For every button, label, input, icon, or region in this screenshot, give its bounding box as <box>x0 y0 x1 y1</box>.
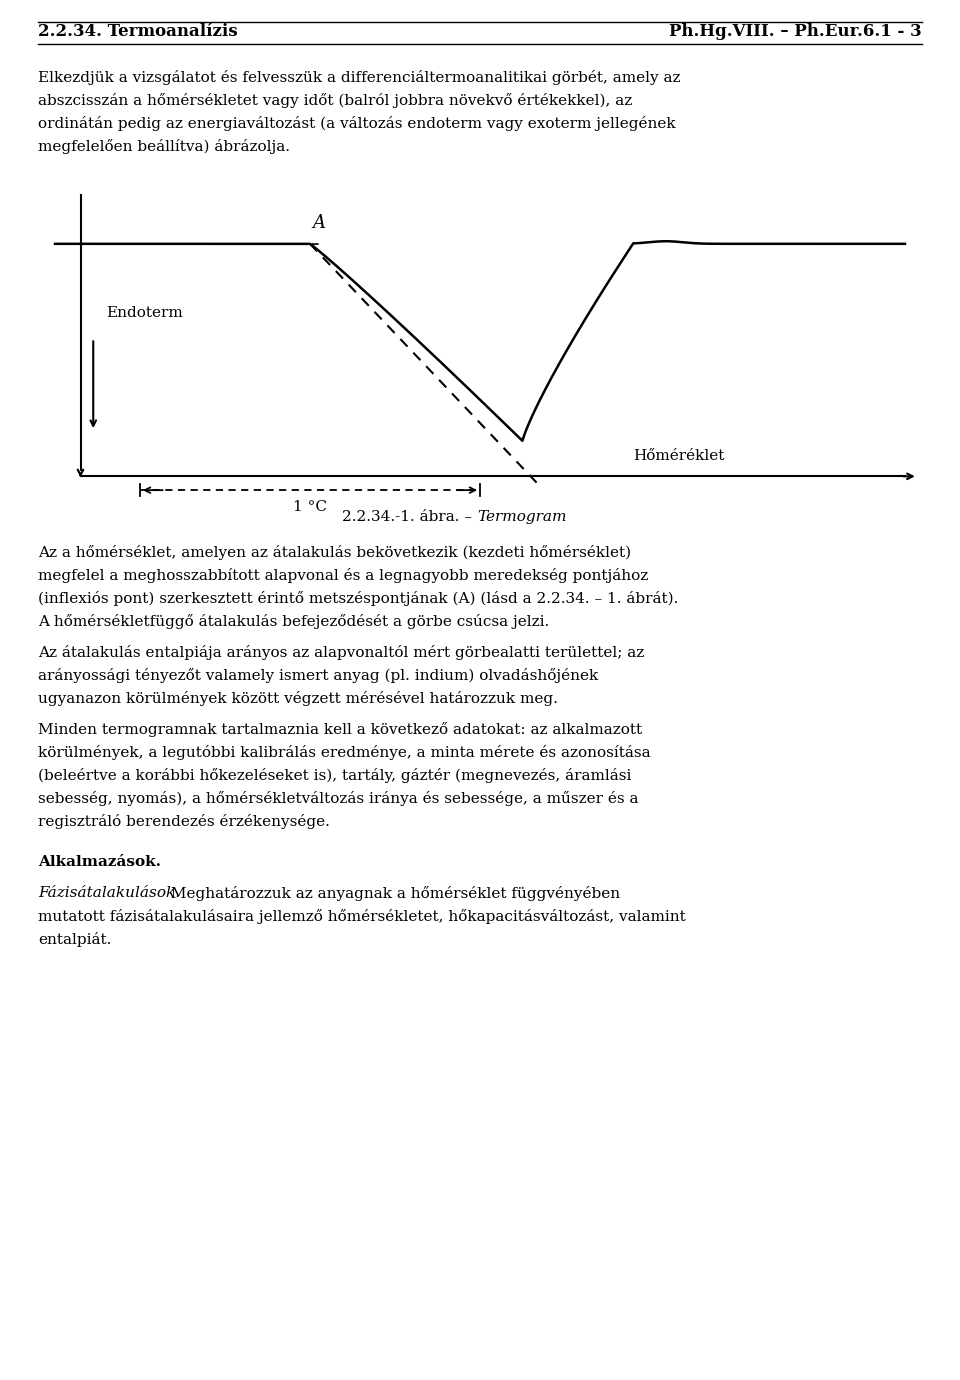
Text: Meghatározzuk az anyagnak a hőmérséklet függvényében: Meghatározzuk az anyagnak a hőmérséklet … <box>166 886 620 901</box>
Text: Elkezdjük a vizsgálatot és felvesszük a differenciáltermoanalitikai görbét, amel: Elkezdjük a vizsgálatot és felvesszük a … <box>38 70 681 86</box>
Text: ugyanazon körülmények között végzett mérésével határozzuk meg.: ugyanazon körülmények között végzett mér… <box>38 691 558 707</box>
Text: Minden termogramnak tartalmaznia kell a következő adatokat: az alkalmazott: Minden termogramnak tartalmaznia kell a … <box>38 722 642 737</box>
Text: megfelel a meghosszabbított alapvonal és a legnagyobb meredekség pontjához: megfelel a meghosszabbított alapvonal és… <box>38 569 648 582</box>
Text: sebesség, nyomás), a hőmérsékletváltozás iránya és sebessége, a műszer és a: sebesség, nyomás), a hőmérsékletváltozás… <box>38 791 638 806</box>
Text: megfelelően beállítva) ábrázolja.: megfelelően beállítva) ábrázolja. <box>38 139 290 155</box>
Text: A: A <box>313 214 325 232</box>
Text: (beleértve a korábbi hőkezeléseket is), tartály, gáztér (megnevezés, áramlási: (beleértve a korábbi hőkezeléseket is), … <box>38 769 632 782</box>
Text: Termogram: Termogram <box>477 511 566 524</box>
Text: Az a hőmérséklet, amelyen az átalakulás bekövetkezik (kezdeti hőmérséklet): Az a hőmérséklet, amelyen az átalakulás … <box>38 545 631 560</box>
Text: entalpiát.: entalpiát. <box>38 932 111 947</box>
Text: 1 °C: 1 °C <box>293 500 327 513</box>
Text: arányossági tényezőt valamely ismert anyag (pl. indium) olvadáshőjének: arányossági tényezőt valamely ismert any… <box>38 668 598 683</box>
Text: (inflexiós pont) szerkesztett érintő metszéspontjának (A) (lásd a 2.2.34. – 1. á: (inflexiós pont) szerkesztett érintő met… <box>38 591 679 606</box>
Text: Alkalmazások.: Alkalmazások. <box>38 856 161 869</box>
Text: Fázisátalakulások.: Fázisátalakulások. <box>38 886 180 900</box>
Text: Ph.Hg.VIII. – Ph.Eur.6.1 - 3: Ph.Hg.VIII. – Ph.Eur.6.1 - 3 <box>669 23 922 40</box>
Text: ordinátán pedig az energiaváltozást (a változás endoterm vagy exoterm jellegének: ordinátán pedig az energiaváltozást (a v… <box>38 116 676 131</box>
Text: Az átalakulás entalpiája arányos az alapvonaltól mért görbealatti területtel; az: Az átalakulás entalpiája arányos az alap… <box>38 644 644 660</box>
Text: mutatott fázisátalakulásaira jellemző hőmérsékletet, hőkapacitásváltozást, valam: mutatott fázisátalakulásaira jellemző hő… <box>38 909 685 925</box>
Text: regisztráló berendezés érzékenysége.: regisztráló berendezés érzékenysége. <box>38 814 330 829</box>
Text: A hőmérsékletfüggő átalakulás befejeződését a görbe csúcsa jelzi.: A hőmérsékletfüggő átalakulás befejeződé… <box>38 614 549 629</box>
Text: abszcisszán a hőmérsékletet vagy időt (balról jobbra növekvő értékekkel), az: abszcisszán a hőmérsékletet vagy időt (b… <box>38 92 633 108</box>
Text: Hőméréklet: Hőméréklet <box>633 448 725 462</box>
Text: 2.2.34. Termoanalízis: 2.2.34. Termoanalízis <box>38 23 238 40</box>
Text: Endoterm: Endoterm <box>106 306 182 320</box>
Text: körülmények, a legutóbbi kalibrálás eredménye, a minta mérete és azonosítása: körülmények, a legutóbbi kalibrálás ered… <box>38 745 651 760</box>
Text: 2.2.34.-1. ábra. –: 2.2.34.-1. ábra. – <box>342 511 477 524</box>
